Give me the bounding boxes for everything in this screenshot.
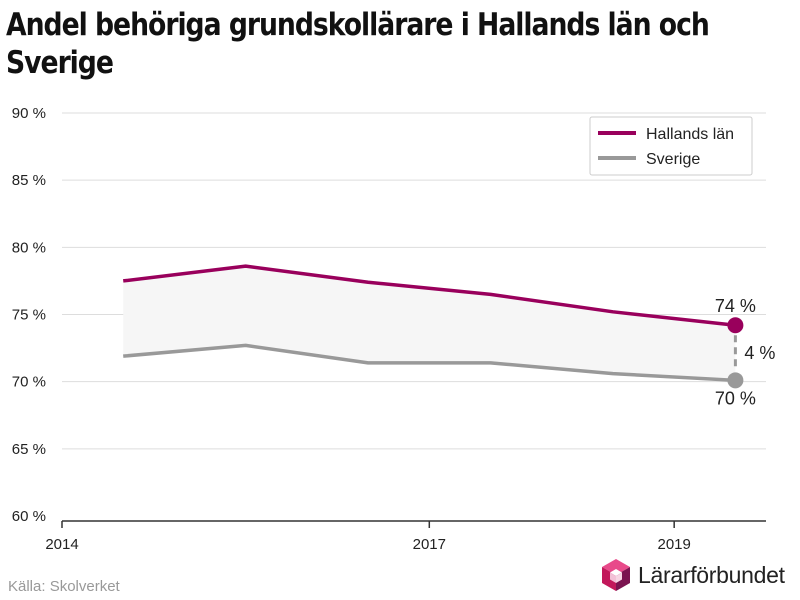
- end-label-sverige: 70 %: [715, 388, 756, 408]
- difference-band: [123, 266, 736, 381]
- end-marker-sverige: [727, 372, 744, 389]
- source-note: Källa: Skolverket: [8, 578, 120, 595]
- y-axis: 60 % 65 % 70 % 75 % 80 % 85 % 90 %: [12, 105, 46, 525]
- legend-label-sverige: Sverige: [646, 151, 700, 168]
- series-line-sverige: [123, 343, 736, 383]
- difference-label: 4 %: [744, 343, 775, 363]
- y-tick-label: 90 %: [12, 105, 46, 122]
- x-axis: 2014 2017 2019: [45, 520, 766, 553]
- brand-logo: Lärarförbundet: [600, 558, 785, 592]
- y-tick-label: 65 %: [12, 441, 46, 458]
- legend-label-hallands: Hallands län: [646, 126, 734, 143]
- x-tick-label: 2019: [657, 536, 690, 553]
- chart-title: Andel behöriga grundskollärare i Halland…: [6, 7, 710, 81]
- y-tick-label: 75 %: [12, 307, 46, 324]
- y-tick-label: 85 %: [12, 172, 46, 189]
- legend: Hallands län Sverige: [589, 116, 753, 176]
- end-marker-hallands: [727, 317, 744, 334]
- x-tick-label: 2014: [45, 536, 78, 553]
- cube-logo-icon: [602, 559, 630, 591]
- series-line-hallands: [123, 264, 736, 327]
- brand-name: Lärarförbundet: [638, 561, 785, 588]
- y-tick-label: 60 %: [12, 508, 46, 525]
- y-tick-label: 80 %: [12, 239, 46, 256]
- y-tick-label: 70 %: [12, 374, 46, 391]
- x-tick-label: 2017: [413, 536, 446, 553]
- end-label-hallands: 74 %: [715, 296, 756, 316]
